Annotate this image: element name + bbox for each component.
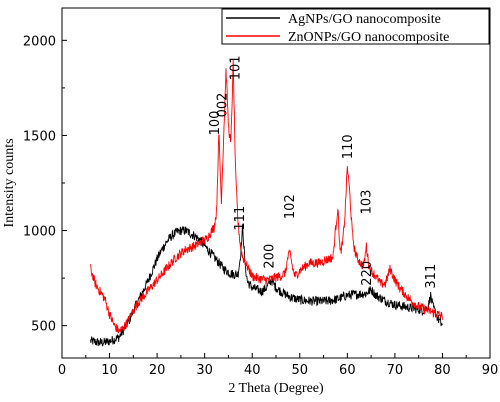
peak-label: 102 (283, 194, 298, 219)
x-tick-label: 80 (434, 363, 451, 378)
peak-label: 002 (216, 93, 231, 118)
x-tick-label: 90 (482, 363, 499, 378)
x-axis-title: 2 Theta (Degree) (228, 381, 324, 396)
x-tick-label: 20 (149, 363, 166, 378)
peak-label: 200 (263, 244, 278, 269)
y-tick-label: 500 (31, 320, 56, 335)
axes-frame (61, 7, 491, 359)
x-tick-label: 60 (339, 363, 356, 378)
peak-label: 111 (233, 206, 248, 231)
y-tick-label: 1500 (23, 129, 56, 144)
peak-label: 103 (360, 190, 375, 215)
legend: AgNPs/GO nanocomposite ZnONPs/GO nanocom… (221, 8, 490, 45)
y-tick-label: 2000 (23, 34, 56, 49)
y-tick-label: 1000 (23, 225, 56, 240)
y-axis-title: Intensity counts (2, 138, 17, 227)
axis-ticks: 0 10 20 30 40 50 60 70 80 90 500 1000 1500 2000 (23, 34, 498, 378)
series-line-znonps (90, 59, 443, 334)
peak-label: 220 (360, 261, 375, 286)
peak-label: 101 (228, 55, 243, 80)
x-tick-label: 10 (101, 363, 118, 378)
plot-area (90, 59, 443, 347)
peak-label: 100 (208, 111, 223, 136)
legend-label-znonps: ZnONPs/GO nanocomposite (288, 30, 449, 45)
x-tick-label: 50 (292, 363, 309, 378)
x-tick-label: 70 (387, 363, 404, 378)
peak-label: 110 (341, 134, 356, 159)
legend-box (221, 8, 490, 45)
x-tick-label: 30 (196, 363, 213, 378)
peak-label: 311 (424, 264, 439, 289)
series-line-agnps (90, 223, 443, 347)
legend-label-agnps: AgNPs/GO nanocomposite (288, 12, 441, 27)
x-tick-label: 0 (58, 363, 66, 378)
x-tick-label: 40 (244, 363, 261, 378)
